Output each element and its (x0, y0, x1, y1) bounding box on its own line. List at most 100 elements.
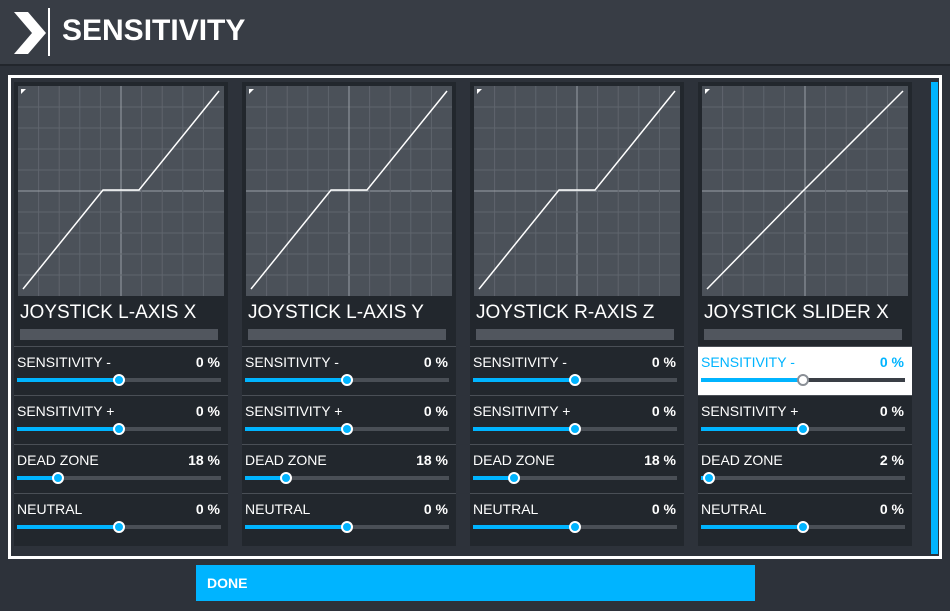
setting-value: 0 % (651, 354, 676, 370)
setting-row[interactable]: SENSITIVITY + 0 % (470, 395, 684, 444)
slider-handle[interactable] (279, 472, 292, 484)
setting-label: DEAD ZONE (245, 452, 327, 468)
slider-handle[interactable] (341, 374, 353, 386)
setting-slider[interactable] (473, 423, 677, 435)
axis-panel[interactable]: JOYSTICK L-AXIS Y SENSITIVITY -0 % SENSITI… (242, 82, 456, 546)
setting-row[interactable]: SENSITIVITY - 0 % (698, 346, 912, 395)
slider-fill (701, 427, 803, 431)
setting-slider[interactable] (17, 472, 221, 484)
setting-slider[interactable] (701, 472, 905, 484)
setting-slider[interactable] (17, 521, 221, 533)
response-curve (478, 90, 676, 290)
page-header: SENSITIVITY (0, 0, 950, 66)
setting-row[interactable]: SENSITIVITY - 0 % (242, 346, 456, 395)
slider-fill (245, 427, 347, 431)
axis-name: JOYSTICK SLIDER X (704, 302, 889, 323)
setting-slider[interactable] (17, 374, 221, 386)
setting-label: NEUTRAL (17, 501, 83, 517)
setting-label: SENSITIVITY - (701, 354, 795, 370)
slider-handle[interactable] (113, 374, 125, 386)
slider-fill (245, 525, 347, 529)
setting-row[interactable]: SENSITIVITY + 0 % (698, 395, 912, 444)
axis-panel[interactable]: JOYSTICK L-AXIS X SENSITIVITY -0 % SENSITI… (14, 82, 228, 546)
axis-name: JOYSTICK R-AXIS Z (476, 302, 655, 323)
setting-label: DEAD ZONE (701, 452, 783, 468)
scrollbar[interactable] (931, 82, 938, 554)
setting-row[interactable]: DEAD ZONE 18 % (470, 444, 684, 493)
setting-slider[interactable] (17, 423, 221, 435)
setting-label: SENSITIVITY - (17, 354, 111, 370)
graph-corner-marker (21, 89, 26, 94)
slider-fill (245, 476, 286, 480)
graph-corner-marker (477, 89, 482, 94)
setting-value: 0 % (879, 501, 904, 517)
sensitivity-curve-graph (702, 86, 908, 296)
sensitivity-curve-graph (18, 86, 224, 296)
setting-row[interactable]: DEAD ZONE 18 % (14, 444, 228, 493)
chevron-right-icon[interactable] (12, 10, 48, 56)
setting-value: 0 % (195, 354, 220, 370)
setting-slider[interactable] (473, 472, 677, 484)
setting-value: 0 % (195, 501, 220, 517)
setting-slider[interactable] (701, 423, 905, 435)
axis-input-bar (20, 329, 218, 340)
setting-row[interactable]: NEUTRAL 0 % (698, 493, 912, 542)
slider-handle[interactable] (797, 374, 809, 386)
setting-label: SENSITIVITY + (17, 403, 115, 419)
setting-row[interactable]: NEUTRAL 0 % (14, 493, 228, 542)
slider-handle[interactable] (113, 521, 125, 533)
setting-slider[interactable] (245, 472, 449, 484)
slider-handle[interactable] (341, 521, 353, 533)
page-title: SENSITIVITY (62, 14, 246, 47)
setting-slider[interactable] (473, 374, 677, 386)
setting-label: SENSITIVITY - (473, 354, 567, 370)
setting-value: 0 % (879, 354, 904, 370)
setting-slider[interactable] (245, 374, 449, 386)
slider-handle[interactable] (51, 472, 64, 484)
setting-slider[interactable] (473, 521, 677, 533)
graph-corner-marker (249, 89, 254, 94)
slider-handle[interactable] (569, 521, 581, 533)
slider-fill (17, 427, 119, 431)
slider-handle[interactable] (797, 423, 809, 435)
slider-handle[interactable] (113, 423, 125, 435)
setting-row[interactable]: SENSITIVITY + 0 % (14, 395, 228, 444)
done-button[interactable]: DONE (196, 565, 755, 601)
axis-panel[interactable]: JOYSTICK R-AXIS Z SENSITIVITY -0 % SENSITI… (470, 82, 684, 546)
setting-slider[interactable] (245, 521, 449, 533)
setting-label: SENSITIVITY + (701, 403, 799, 419)
setting-value: 0 % (195, 403, 220, 419)
setting-row[interactable]: NEUTRAL 0 % (242, 493, 456, 542)
setting-row[interactable]: SENSITIVITY - 0 % (470, 346, 684, 395)
axis-input-bar (476, 329, 674, 340)
setting-value: 18 % (644, 452, 676, 468)
setting-row[interactable]: SENSITIVITY - 0 % (14, 346, 228, 395)
setting-label: NEUTRAL (245, 501, 311, 517)
header-divider (48, 8, 50, 56)
slider-fill (473, 427, 575, 431)
setting-row[interactable]: SENSITIVITY + 0 % (242, 395, 456, 444)
slider-handle[interactable] (569, 423, 581, 435)
slider-fill (473, 378, 575, 382)
slider-handle[interactable] (703, 472, 716, 484)
setting-slider[interactable] (701, 374, 905, 386)
slider-handle[interactable] (507, 472, 520, 484)
response-curve (22, 90, 220, 290)
slider-handle[interactable] (341, 423, 353, 435)
axis-panel[interactable]: JOYSTICK SLIDER X SENSITIVITY -0 % SENSITI… (698, 82, 912, 546)
setting-slider[interactable] (701, 521, 905, 533)
graph-corner-marker (705, 89, 710, 94)
setting-row[interactable]: DEAD ZONE 2 % (698, 444, 912, 493)
setting-row[interactable]: NEUTRAL 0 % (470, 493, 684, 542)
setting-label: NEUTRAL (473, 501, 539, 517)
setting-label: SENSITIVITY + (473, 403, 571, 419)
sensitivity-curve-graph (474, 86, 680, 296)
setting-row[interactable]: DEAD ZONE 18 % (242, 444, 456, 493)
axis-input-bar (704, 329, 902, 340)
setting-slider[interactable] (245, 423, 449, 435)
setting-value: 0 % (423, 403, 448, 419)
sensitivity-curve-graph (246, 86, 452, 296)
slider-handle[interactable] (797, 521, 809, 533)
slider-handle[interactable] (569, 374, 581, 386)
axis-input-bar (248, 329, 446, 340)
